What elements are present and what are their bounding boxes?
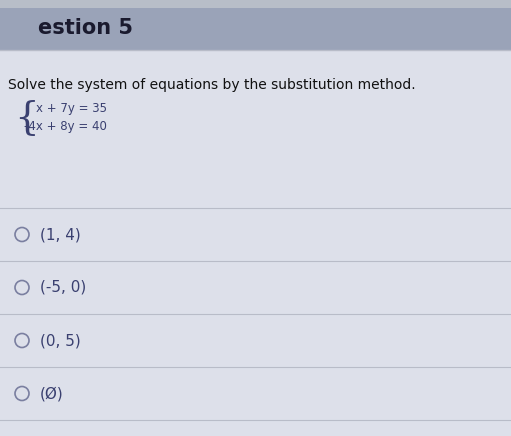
- Text: Solve the system of equations by the substitution method.: Solve the system of equations by the sub…: [8, 78, 415, 92]
- Text: -4x + 8y = 40: -4x + 8y = 40: [24, 120, 107, 133]
- Text: (1, 4): (1, 4): [40, 227, 81, 242]
- FancyBboxPatch shape: [0, 50, 511, 436]
- FancyBboxPatch shape: [0, 0, 511, 8]
- Text: estion 5: estion 5: [38, 18, 133, 38]
- Text: (-5, 0): (-5, 0): [40, 280, 86, 295]
- FancyBboxPatch shape: [0, 0, 511, 50]
- Text: x + 7y = 35: x + 7y = 35: [36, 102, 107, 115]
- Text: (0, 5): (0, 5): [40, 333, 81, 348]
- Text: (Ø): (Ø): [40, 386, 64, 401]
- Text: {: {: [14, 99, 39, 136]
